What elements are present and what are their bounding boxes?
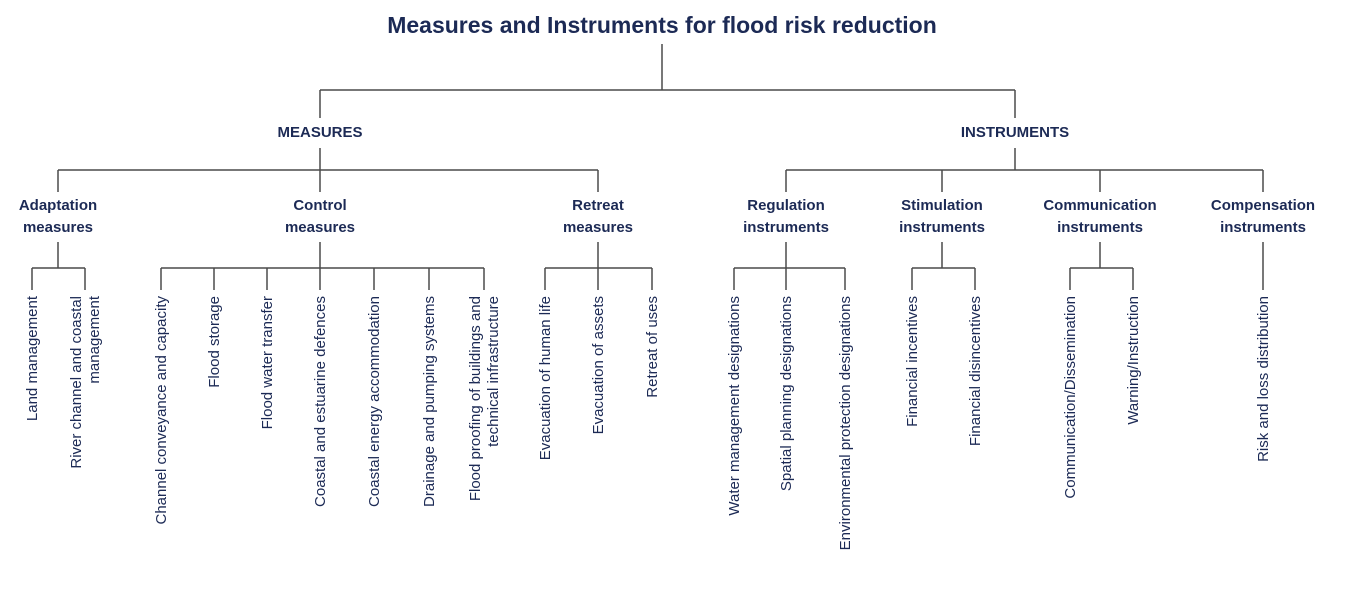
- group-label-line: Retreat: [572, 197, 624, 214]
- leaf-label-line: Coastal and estuarine defences: [312, 296, 329, 507]
- leaf-label: Coastal and estuarine defences: [312, 296, 329, 507]
- group-label-line: instruments: [1220, 219, 1306, 236]
- leaf-label: Land management: [24, 295, 41, 421]
- branch-label: INSTRUMENTS: [961, 124, 1069, 141]
- group-label-line: instruments: [899, 219, 985, 236]
- leaf-label-line: Coastal energy accommodation: [366, 296, 383, 507]
- leaf-label-line: Spatial planning designations: [778, 296, 795, 491]
- leaf-label-line: management: [86, 295, 103, 383]
- leaf-label-line: Environmental protection designations: [837, 296, 854, 550]
- group-label-line: Compensation: [1211, 197, 1315, 214]
- leaf-label-line: Channel conveyance and capacity: [153, 296, 170, 525]
- leaf-label: River channel and coastalmanagement: [68, 295, 103, 468]
- branch-label: MEASURES: [277, 124, 362, 141]
- group-label-line: instruments: [1057, 219, 1143, 236]
- leaf-label: Flood storage: [206, 296, 223, 388]
- group-label: Retreat measures: [563, 197, 633, 236]
- group-label-line: measures: [285, 219, 355, 236]
- leaf-label: Water management designations: [726, 296, 743, 516]
- group-label: Communication instruments: [1043, 197, 1156, 236]
- leaf-label-line: Risk and loss distribution: [1255, 296, 1272, 462]
- leaf-label: Evacuation of human life: [537, 296, 554, 460]
- leaf-label: Risk and loss distribution: [1255, 296, 1272, 462]
- group-label: Adaptation measures: [19, 197, 97, 236]
- leaf-label-line: Drainage and pumping systems: [421, 296, 438, 507]
- leaf-label-line: Flood proofing of buildings and: [467, 296, 484, 501]
- leaf-label-line: Land management: [24, 295, 41, 421]
- group-label-line: measures: [563, 219, 633, 236]
- leaf-label: Coastal energy accommodation: [366, 296, 383, 507]
- group-label: Control measures: [285, 197, 355, 236]
- leaf-label-line: River channel and coastal: [68, 296, 85, 469]
- leaf-label: Warning/Instruction: [1125, 296, 1142, 425]
- leaf-label: Spatial planning designations: [778, 296, 795, 491]
- leaf-label: Evacuation of assets: [590, 296, 607, 434]
- leaf-label: Retreat of uses: [644, 296, 661, 398]
- leaf-label-line: Flood storage: [206, 296, 223, 388]
- leaf-label-line: Water management designations: [726, 296, 743, 516]
- leaf-label: Financial disincentives: [967, 296, 984, 446]
- group-label: Regulation instruments: [743, 197, 829, 236]
- leaf-label-line: Retreat of uses: [644, 296, 661, 398]
- group-label-line: Adaptation: [19, 197, 97, 214]
- title: Measures and Instruments for flood risk …: [387, 12, 937, 38]
- leaf-label: Drainage and pumping systems: [421, 296, 438, 507]
- leaf-label-line: Financial incentives: [904, 296, 921, 427]
- leaf-label-line: Evacuation of human life: [537, 296, 554, 460]
- group-label-line: measures: [23, 219, 93, 236]
- leaf-label-line: Evacuation of assets: [590, 296, 607, 434]
- leaf-label: Financial incentives: [904, 296, 921, 427]
- leaf-label: Channel conveyance and capacity: [153, 296, 170, 525]
- group-label: Stimulation instruments: [899, 197, 985, 236]
- leaf-label: Environmental protection designations: [837, 296, 854, 550]
- leaf-label: Flood water transfer: [259, 296, 276, 429]
- group-label-line: instruments: [743, 219, 829, 236]
- leaf-label-line: technical infrastructure: [485, 296, 502, 447]
- group-label: Compensation instruments: [1211, 197, 1315, 236]
- leaf-label-line: Financial disincentives: [967, 296, 984, 446]
- group-label-line: Control: [293, 197, 346, 214]
- leaf-label-line: Warning/Instruction: [1125, 296, 1142, 425]
- leaf-label-line: Flood water transfer: [259, 296, 276, 429]
- group-label-line: Stimulation: [901, 197, 983, 214]
- leaf-label-line: Communication/Dissemination: [1062, 296, 1079, 499]
- leaf-label: Communication/Dissemination: [1062, 296, 1079, 499]
- group-label-line: Regulation: [747, 197, 825, 214]
- leaf-label: Flood proofing of buildings andtechnical…: [467, 296, 502, 501]
- group-label-line: Communication: [1043, 197, 1156, 214]
